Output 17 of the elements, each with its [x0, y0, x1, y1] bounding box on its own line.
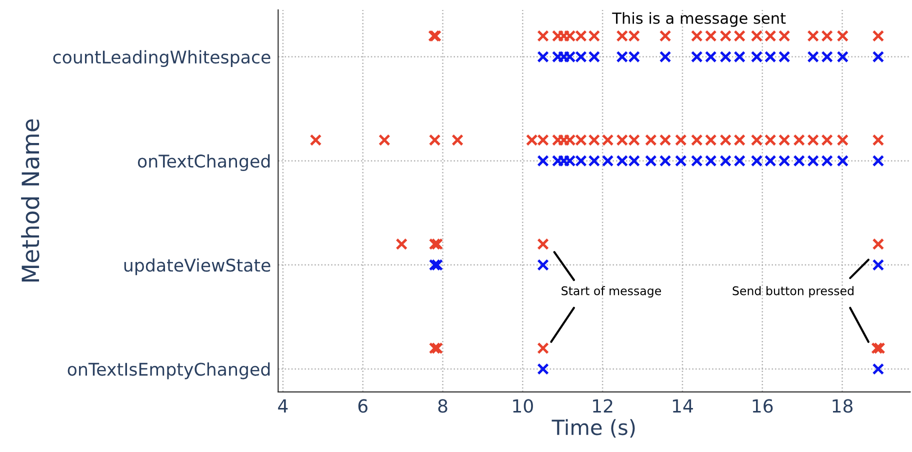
annotation: Send button pressed: [732, 286, 854, 298]
x-tick-label: 8: [438, 399, 448, 413]
x-tick-label: 14: [672, 399, 693, 413]
y-tick-label: countLeadingWhitespace: [53, 50, 270, 67]
x-tick-label: 6: [358, 399, 368, 413]
x-tick-label: 18: [832, 399, 853, 413]
y-tick-label: onTextChanged: [138, 154, 270, 172]
y-tick-label: onTextIsEmptyChanged: [68, 362, 270, 380]
x-tick-label: 12: [593, 399, 612, 413]
annotation: Start of message: [562, 286, 661, 298]
annotation: This is a message sent: [612, 12, 786, 27]
x-axis-title: Time (s): [552, 419, 635, 438]
y-axis-title: Method Name: [21, 119, 40, 282]
y-tick-label: updateViewState: [124, 258, 270, 276]
x-tick-label: 10: [513, 399, 533, 413]
x-tick-label: 4: [278, 399, 288, 413]
x-tick-label: 16: [752, 399, 773, 413]
